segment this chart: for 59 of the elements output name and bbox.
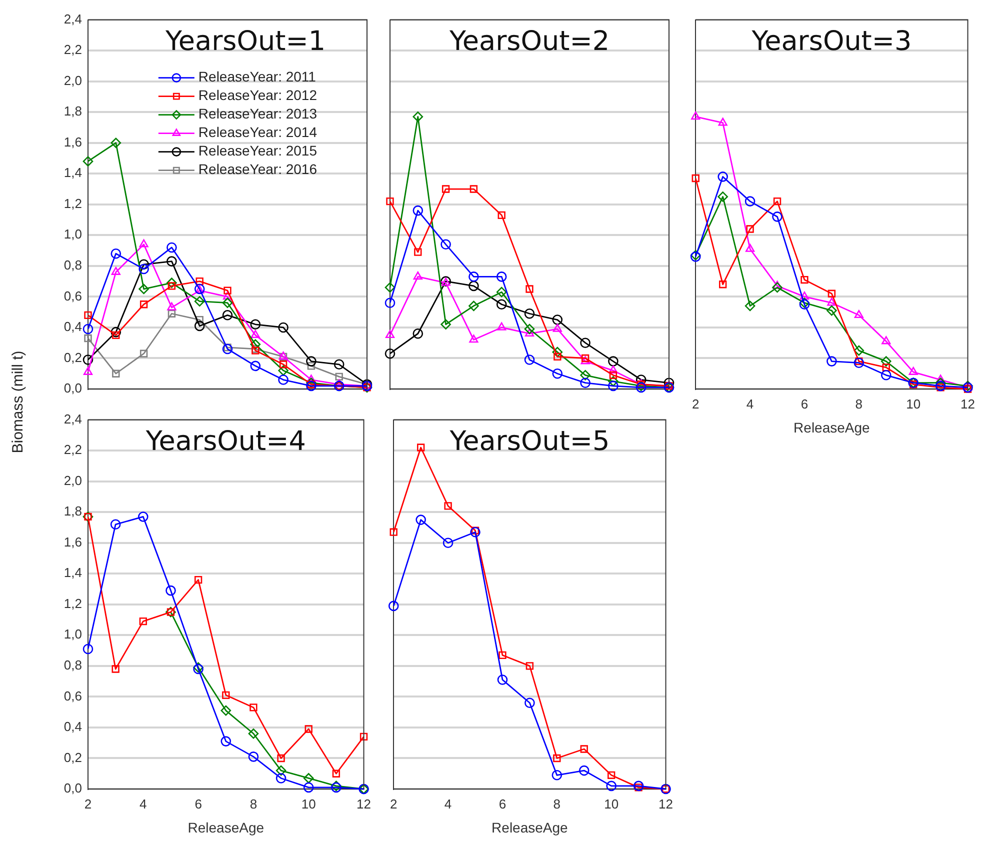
y-tick-label: 1,6 bbox=[64, 134, 82, 150]
legend-label: ReleaseYear: 2013 bbox=[198, 106, 318, 122]
x-tick-label: 4 bbox=[746, 396, 754, 412]
y-tick-label: 0,4 bbox=[64, 719, 82, 734]
x-axis-title: ReleaseAge bbox=[492, 819, 568, 836]
legend-label: ReleaseYear: 2016 bbox=[198, 161, 318, 178]
x-tick-label: 10 bbox=[906, 396, 921, 412]
legend-label: ReleaseYear: 2015 bbox=[198, 142, 318, 159]
x-tick-label: 4 bbox=[140, 796, 147, 812]
legend-label: ReleaseYear: 2012 bbox=[198, 87, 318, 104]
y-tick-label: 0,0 bbox=[64, 380, 82, 396]
y-tick-label: 0,8 bbox=[64, 658, 82, 673]
x-tick-label: 10 bbox=[604, 796, 619, 812]
chart-title: YearsOut=5 bbox=[448, 426, 610, 457]
y-tick-label: 2,2 bbox=[64, 42, 82, 58]
y-tick-label: 2,0 bbox=[64, 72, 82, 88]
y-tick-label: 2,0 bbox=[64, 472, 82, 488]
x-tick-label: 8 bbox=[855, 396, 863, 412]
x-tick-label: 12 bbox=[356, 796, 372, 812]
y-tick-label: 2,2 bbox=[64, 442, 82, 458]
y-tick-label: 0,2 bbox=[64, 350, 82, 365]
y-tick-label: 1,8 bbox=[64, 104, 82, 119]
y-tick-label: 0,2 bbox=[64, 750, 82, 765]
y-tick-label: 0,8 bbox=[64, 258, 82, 273]
y-tick-label: 1,8 bbox=[64, 504, 82, 519]
y-tick-label: 2,4 bbox=[64, 11, 82, 26]
x-tick-label: 12 bbox=[658, 796, 674, 812]
x-tick-label: 2 bbox=[692, 396, 700, 412]
y-tick-label: 1,2 bbox=[64, 596, 82, 611]
y-tick-label: 1,2 bbox=[64, 196, 82, 211]
x-tick-label: 8 bbox=[553, 796, 561, 812]
y-tick-label: 0,0 bbox=[64, 780, 82, 796]
y-tick-label: 1,4 bbox=[64, 565, 82, 580]
chart-title: YearsOut=4 bbox=[144, 426, 306, 457]
legend-label: ReleaseYear: 2014 bbox=[198, 124, 318, 140]
x-tick-label: 2 bbox=[390, 796, 398, 812]
y-tick-label: 1,0 bbox=[64, 226, 82, 242]
x-tick-label: 4 bbox=[444, 796, 452, 812]
y-tick-label: 0,6 bbox=[64, 688, 82, 704]
legend-label: ReleaseYear: 2011 bbox=[198, 68, 316, 85]
y-tick-label: 0,4 bbox=[64, 319, 82, 334]
chart-title: YearsOut=1 bbox=[164, 26, 326, 57]
x-tick-label: 6 bbox=[194, 796, 202, 812]
chart-title: YearsOut=3 bbox=[750, 26, 912, 57]
x-tick-label: 6 bbox=[800, 396, 808, 412]
y-tick-label: 0,6 bbox=[64, 288, 82, 304]
x-axis-title: ReleaseAge bbox=[794, 419, 870, 436]
y-tick-label: 1,0 bbox=[64, 626, 82, 642]
x-tick-label: 10 bbox=[301, 796, 316, 812]
y-tick-label: 1,6 bbox=[64, 534, 82, 550]
chart-title: YearsOut=2 bbox=[448, 26, 610, 57]
y-tick-label: 1,4 bbox=[64, 165, 82, 180]
x-tick-label: 8 bbox=[250, 796, 258, 812]
y-tick-label: 2,4 bbox=[64, 411, 82, 426]
y-axis-title: Biomass (mill t) bbox=[10, 350, 26, 454]
x-tick-label: 2 bbox=[84, 796, 92, 812]
x-tick-label: 12 bbox=[960, 396, 976, 412]
x-tick-label: 6 bbox=[498, 796, 506, 812]
x-axis-title: ReleaseAge bbox=[188, 819, 264, 836]
